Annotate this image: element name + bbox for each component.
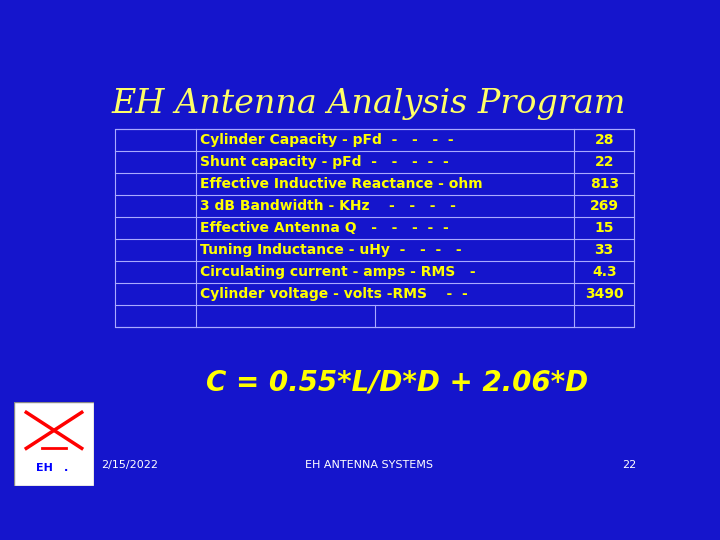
Text: Shunt capacity - pFd  -   -   -  -  -: Shunt capacity - pFd - - - - - [200, 155, 449, 169]
Text: Tuning Inductance - uHy  -   -  -   -: Tuning Inductance - uHy - - - - [200, 243, 462, 257]
Text: C = 0.55*L/D*D + 2.06*D: C = 0.55*L/D*D + 2.06*D [206, 369, 588, 397]
Text: EH Antenna Analysis Program: EH Antenna Analysis Program [112, 87, 626, 120]
Text: 15: 15 [595, 221, 614, 235]
Text: 3490: 3490 [585, 287, 624, 301]
Text: Effective Antenna Q   -   -   -  -  -: Effective Antenna Q - - - - - [200, 221, 449, 235]
Text: 813: 813 [590, 177, 618, 191]
Text: 33: 33 [595, 243, 614, 257]
Text: .: . [64, 463, 68, 472]
Text: 22: 22 [595, 155, 614, 169]
Text: 4.3: 4.3 [592, 265, 616, 279]
Text: Effective Inductive Reactance - ohm: Effective Inductive Reactance - ohm [200, 177, 482, 191]
Text: 2/15/2022: 2/15/2022 [101, 460, 158, 470]
Text: 28: 28 [595, 133, 614, 147]
Text: 269: 269 [590, 199, 618, 213]
Bar [115, 129, 634, 327]
Text: 3 dB Bandwidth - KHz    -   -   -   -: 3 dB Bandwidth - KHz - - - - [200, 199, 456, 213]
Text: 22: 22 [623, 460, 637, 470]
Text: EH: EH [36, 463, 53, 472]
Text: Cylinder voltage - volts -RMS    -  -: Cylinder voltage - volts -RMS - - [200, 287, 468, 301]
Text: EH ANTENNA SYSTEMS: EH ANTENNA SYSTEMS [305, 460, 433, 470]
Text: Cylinder Capacity - pFd  -   -   -  -: Cylinder Capacity - pFd - - - - [200, 133, 454, 147]
Text: Circulating current - amps - RMS   -: Circulating current - amps - RMS - [200, 265, 476, 279]
